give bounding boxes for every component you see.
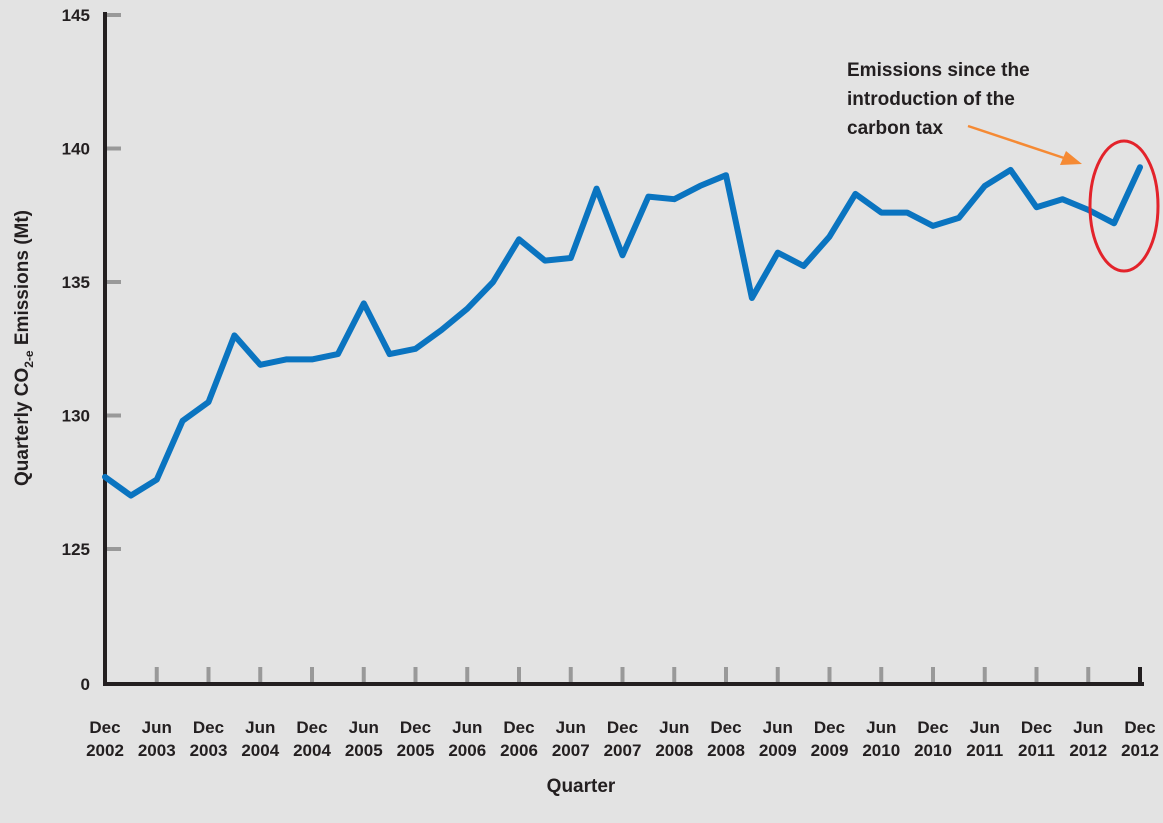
x-tick-year: 2010 xyxy=(862,741,900,760)
x-tick-month: Dec xyxy=(1021,718,1052,737)
x-tick-month: Jun xyxy=(245,718,275,737)
x-tick-year: 2009 xyxy=(759,741,797,760)
y-tick-label: 135 xyxy=(62,273,90,292)
x-tick-year: 2004 xyxy=(293,741,331,760)
x-tick-year: 2002 xyxy=(86,741,124,760)
annotation: Emissions since the introduction of the … xyxy=(847,60,1160,273)
x-tick-year: 2008 xyxy=(655,741,693,760)
annotation-line-1: Emissions since the xyxy=(847,60,1030,81)
x-tick-year: 2003 xyxy=(190,741,228,760)
y-tick-label: 0 xyxy=(81,675,90,694)
x-tick-year: 2005 xyxy=(345,741,383,760)
x-tick-month: Jun xyxy=(349,718,379,737)
x-tick-month: Jun xyxy=(659,718,689,737)
axes xyxy=(103,12,1144,686)
x-tick-year: 2007 xyxy=(552,741,590,760)
x-tick-year: 2005 xyxy=(397,741,435,760)
x-tick-year: 2006 xyxy=(448,741,486,760)
y-tick-labels: 145 140 135 130 125 0 xyxy=(62,6,90,694)
emissions-series-line xyxy=(102,164,1143,499)
x-tick-month: Dec xyxy=(89,718,120,737)
highlight-circle xyxy=(1088,139,1160,273)
x-tick-year: 2003 xyxy=(138,741,176,760)
x-tick-month: Jun xyxy=(970,718,1000,737)
x-tick-month: Dec xyxy=(503,718,534,737)
x-tick-year: 2004 xyxy=(241,741,279,760)
annotation-arrowhead xyxy=(1060,151,1082,165)
x-axis-title: Quarter xyxy=(547,776,616,797)
x-tick-year: 2011 xyxy=(966,741,1003,760)
x-tick-month: Jun xyxy=(763,718,793,737)
x-tick-month: Dec xyxy=(193,718,224,737)
x-tick-year: 2012 xyxy=(1069,741,1107,760)
x-tick-year: 2009 xyxy=(811,741,849,760)
x-tick-month: Dec xyxy=(296,718,327,737)
x-tick-month: Jun xyxy=(452,718,482,737)
y-tick-label: 145 xyxy=(62,6,90,25)
x-tick-month: Dec xyxy=(917,718,948,737)
x-tick-month: Dec xyxy=(814,718,845,737)
y-tick-label: 125 xyxy=(62,540,90,559)
x-tick-year: 2012 xyxy=(1121,741,1159,760)
annotation-line-2: introduction of the xyxy=(847,89,1015,110)
y-axis-title-rest: Emissions (Mt) xyxy=(12,210,33,350)
annotation-arrow xyxy=(967,124,1065,160)
y-tick-label: 130 xyxy=(62,407,90,426)
x-tick-month: Jun xyxy=(1073,718,1103,737)
x-tick-month: Dec xyxy=(607,718,638,737)
x-tick-year: 2011 xyxy=(1018,741,1055,760)
x-tick-year: 2010 xyxy=(914,741,952,760)
x-tick-labels: Dec 2002 Jun 2003 Dec 2003 Jun 2004 Dec 2004 Jun 20… xyxy=(86,718,1159,760)
x-tick-year: 2008 xyxy=(707,741,745,760)
x-tick-month: Dec xyxy=(710,718,741,737)
x-tick-month: Dec xyxy=(400,718,431,737)
y-tick-label: 140 xyxy=(62,140,90,159)
y-axis-title-main: Quarterly CO xyxy=(12,368,33,486)
x-tick-month: Dec xyxy=(1124,718,1155,737)
annotation-line-3: carbon tax xyxy=(847,118,944,139)
x-tick-month: Jun xyxy=(556,718,586,737)
x-tick-month: Jun xyxy=(866,718,896,737)
y-axis-title: Quarterly CO2-e Emissions (Mt) xyxy=(12,210,36,486)
y-axis-title-subscript: 2-e xyxy=(22,350,36,368)
x-tick-year: 2007 xyxy=(604,741,642,760)
tick-marks xyxy=(105,13,1142,684)
x-tick-year: 2006 xyxy=(500,741,538,760)
x-tick-month: Jun xyxy=(142,718,172,737)
